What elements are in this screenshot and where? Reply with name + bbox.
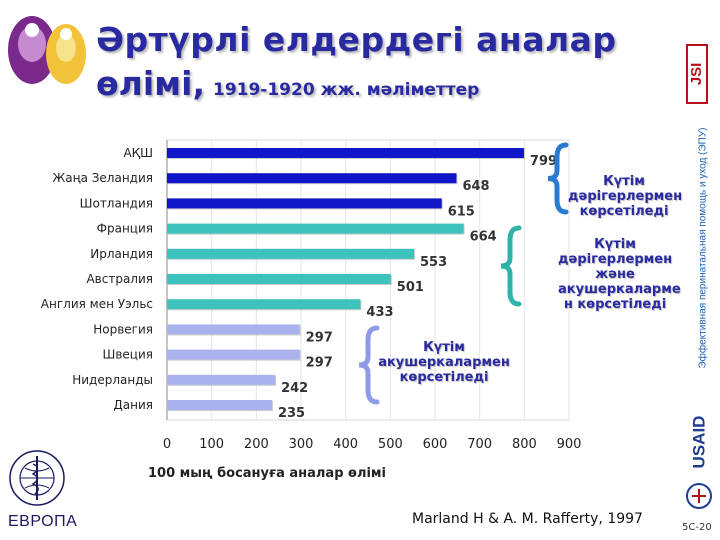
bar (167, 223, 464, 234)
category-label: Шотландия (80, 196, 153, 210)
bar (167, 324, 300, 335)
value-label: 235 (278, 406, 305, 421)
x-axis-label: 100 мың босануға аналар өлімі (148, 466, 386, 481)
annotation-line: акушеркалармен (378, 355, 510, 370)
chart-gridlines (166, 139, 570, 421)
value-label: 664 (470, 230, 497, 245)
brace-doctors (547, 142, 569, 215)
annotation-line: көрсетіледі (399, 370, 489, 385)
category-label: АҚШ (123, 146, 153, 160)
value-label: 501 (397, 280, 424, 295)
bar (167, 274, 391, 284)
bar (167, 299, 361, 310)
annotation-doctors-midwives: Күтім дәрігерлермен және акушеркаларме н көр… (558, 237, 681, 312)
value-label: 799 (530, 154, 557, 169)
bar (167, 173, 457, 184)
value-label: 242 (281, 381, 308, 396)
x-tick-label: 700 (467, 437, 492, 452)
annotation-midwives: Күтім акушеркалармен көрсетіледі (374, 340, 514, 385)
category-label: Англия мен Уэльс (41, 297, 153, 311)
x-tick-label: 900 (557, 437, 582, 452)
chart-braces (358, 142, 569, 405)
bar (167, 400, 272, 410)
category-label: Ирландия (90, 247, 153, 261)
x-tick-label: 100 (199, 437, 224, 452)
value-label: 297 (306, 330, 333, 345)
bar (167, 374, 276, 385)
usaid-logo: USAID (686, 416, 712, 509)
category-label: Норвегия (93, 322, 153, 336)
x-tick-label: 500 (378, 437, 403, 452)
annotation-doctors: Күтім дәрігерлермен көрсетіледі (568, 174, 683, 219)
annotation-line: Күтім (594, 237, 636, 252)
page-title: Әртүрлі елдердегі аналар (96, 20, 617, 59)
usaid-logo-text: USAID (689, 416, 708, 469)
page-number: 5C-20 (682, 522, 712, 533)
category-label: Франция (97, 222, 153, 236)
value-label: 648 (462, 179, 489, 194)
annotation-line: н көрсетіледі (563, 297, 667, 312)
category-label: Швеция (103, 348, 153, 362)
value-label: 553 (420, 255, 447, 270)
annotation-line: дәрігерлермен (558, 252, 673, 267)
side-caption-text: Эффективная перинатальная помощь и уход … (697, 127, 709, 368)
category-label: Нидерланды (72, 373, 153, 387)
who-emblem (9, 450, 65, 506)
x-tick-label: 200 (244, 437, 269, 452)
value-label: 615 (448, 204, 475, 219)
chart-value-labels: 799 648 615 664 553 501 433 297 297 242 235 (278, 154, 557, 421)
side-caption: Эффективная перинатальная помощь и уход … (697, 127, 709, 368)
annotation-line: Күтім (423, 340, 465, 355)
chart-x-ticks: 0 100 200 300 400 500 600 700 800 900 (163, 437, 582, 452)
chart-bars (167, 148, 525, 411)
annotation-line: дәрігерлермен (568, 189, 683, 204)
category-label: Дания (113, 398, 153, 412)
bar (167, 198, 442, 209)
program-logo (8, 16, 86, 84)
category-label: Жаңа Зеландия (52, 171, 153, 185)
annotation-line: Күтім (603, 174, 645, 189)
bar (167, 248, 415, 259)
category-label: Австралия (86, 272, 153, 286)
jsi-logo-text: JSI (688, 63, 705, 86)
value-label: 297 (306, 356, 333, 371)
bar (167, 148, 524, 158)
x-tick-label: 800 (512, 437, 537, 452)
title-line2-main: өлімі, (96, 64, 205, 103)
bar (167, 349, 300, 360)
annotation-line: және (595, 267, 635, 282)
x-tick-label: 0 (163, 437, 171, 452)
source-citation: Marland H & A. M. Rafferty, 1997 (412, 511, 643, 527)
brace-midwives (358, 325, 380, 405)
title-line2-sub: 1919-1920 жж. мәліметтер (212, 80, 480, 100)
x-tick-label: 600 (423, 437, 448, 452)
value-label: 433 (366, 305, 393, 320)
x-tick-label: 400 (333, 437, 358, 452)
chart-category-labels: АҚШ Жаңа Зеландия Шотландия Франция Ирландия… (41, 146, 153, 412)
jsi-logo: JSI (686, 44, 708, 104)
x-tick-label: 300 (289, 437, 314, 452)
page-subtitle: өлімі, 1919-1920 жж. мәліметтер (96, 64, 479, 103)
annotation-line: көрсетіледі (579, 204, 669, 219)
annotation-line: акушеркаларме (558, 282, 681, 297)
brace-doctors-midwives (500, 225, 522, 307)
who-europe-label: ЕВРОПА (8, 513, 78, 530)
